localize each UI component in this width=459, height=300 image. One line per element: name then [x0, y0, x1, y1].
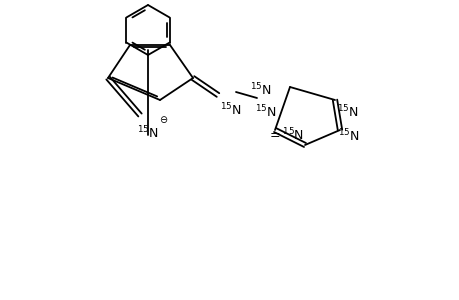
Text: $\ominus$: $\ominus$ — [159, 113, 168, 124]
Text: $^{15}$N: $^{15}$N — [336, 104, 358, 121]
Text: $^{15}$N: $^{15}$N — [337, 128, 359, 144]
Text: $^{15}$N: $^{15}$N — [137, 125, 158, 142]
Text: $^{15}$N: $^{15}$N — [219, 102, 241, 119]
Text: $^{15}$N: $^{15}$N — [254, 104, 276, 121]
Text: $=^{15}$N: $=^{15}$N — [266, 127, 303, 143]
Text: $^{15}$N: $^{15}$N — [250, 82, 271, 98]
